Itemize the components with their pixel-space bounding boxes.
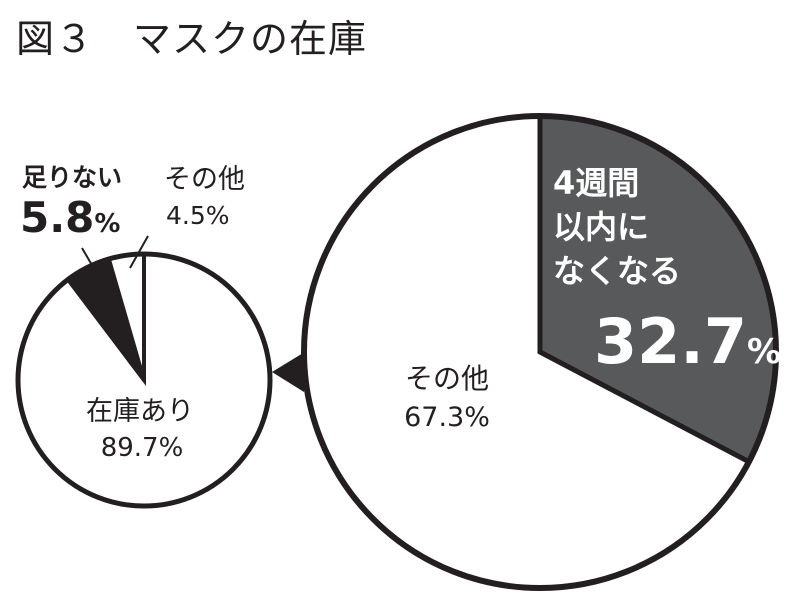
leader-line-other [129, 235, 149, 269]
slice-label-other-big: その他 [405, 362, 489, 395]
slice-value-other-small: 4.5% [166, 201, 230, 230]
slice-value-shortage-unit: % [94, 209, 120, 239]
slice-value-in-stock: 89.7% [101, 433, 184, 463]
slice-label-4weeks-line2: 以内に [553, 208, 649, 246]
big-pie [301, 113, 779, 591]
pie-outline [15, 251, 273, 509]
small-pie [15, 235, 308, 509]
slice-value-4weeks: 32.7% [594, 305, 781, 378]
chart-title: 図３ マスクの在庫 [16, 17, 367, 61]
slice-value-4weeks-unit: % [747, 332, 781, 372]
slice-label-in-stock: 在庫あり [86, 396, 194, 427]
slice-label-4weeks-line1: 4週間 [553, 164, 639, 202]
connector-pointer [272, 350, 308, 392]
leader-line-shortage [81, 247, 97, 273]
slice-value-shortage: 5.8% [20, 193, 120, 242]
slice-label-4weeks-line3: なくなる [553, 252, 681, 290]
slice-value-shortage-number: 5.8 [20, 193, 94, 242]
slice-label-shortage: 足りない [22, 163, 122, 192]
slice-label-other-small: その他 [164, 164, 245, 195]
slice-value-4weeks-number: 32.7 [594, 305, 747, 378]
slice-value-other-big: 67.3% [404, 402, 490, 433]
pie-outline [301, 113, 779, 591]
